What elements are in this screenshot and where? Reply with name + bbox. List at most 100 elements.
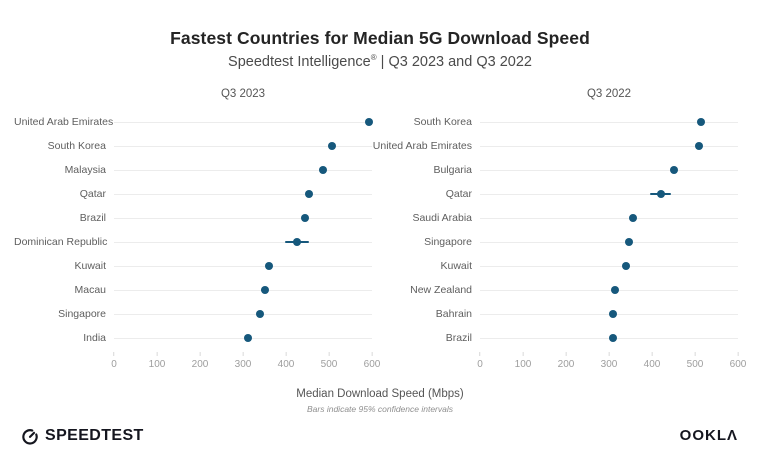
country-label: United Arab Emirates (372, 140, 472, 152)
gridline (114, 242, 372, 243)
axis-tick: 400 (643, 352, 661, 370)
axis-tick-label: 0 (477, 359, 483, 370)
axis-tick: 200 (558, 352, 574, 370)
axis-tick: 500 (320, 352, 338, 370)
axis-tick: 0 (477, 352, 483, 370)
axis-tick-mark (737, 352, 739, 356)
chart-row: Saudi Arabia (372, 206, 738, 230)
data-point (243, 334, 252, 342)
chart-title: Q3 2022 (586, 88, 632, 100)
chart-row: South Korea (14, 134, 372, 158)
country-label: United Arab Emirates (14, 116, 114, 128)
country-label: South Korea (413, 116, 472, 128)
axis-tick-label: 300 (600, 359, 618, 370)
chart-row: Kuwait (372, 254, 738, 278)
gridline (480, 122, 738, 123)
data-point (611, 286, 620, 294)
dot-track (480, 182, 738, 206)
gridline (114, 314, 372, 315)
dot-track (114, 158, 372, 182)
data-point (292, 238, 301, 246)
chart-title: Q3 2023 (220, 88, 266, 100)
axis-tick-label: 200 (191, 359, 209, 370)
gridline (480, 314, 738, 315)
ookla-wordmark: OOKLΛ (679, 427, 738, 444)
dot-track (114, 302, 372, 326)
subtitle-brand: Speedtest Intelligence (228, 53, 371, 70)
axis-tick: 200 (191, 352, 209, 370)
axis-tick-mark (565, 352, 567, 356)
gridline (114, 146, 372, 147)
data-point (628, 214, 637, 222)
ookla-logo: OOKLΛ (680, 427, 738, 445)
axis-tick: 300 (600, 352, 618, 370)
gridline (114, 170, 372, 171)
axis-tick-label: 600 (363, 359, 381, 370)
dot-track (114, 182, 372, 206)
data-point (697, 118, 706, 126)
chart-row: Macau (14, 278, 372, 302)
axis-tick: 0 (111, 352, 117, 370)
chart-row: Dominican Republic (14, 230, 372, 254)
gridline (114, 194, 372, 195)
country-label: India (83, 332, 106, 344)
data-point (318, 166, 327, 174)
axis-tick-label: 0 (111, 359, 117, 370)
axis-tick: 100 (148, 352, 166, 370)
chart-row: United Arab Emirates (372, 134, 738, 158)
chart-header: Fastest Countries for Median 5G Download… (0, 28, 760, 70)
axis-tick-label: 100 (148, 359, 166, 370)
chart-q3-2022: Q3 2022 South Korea United Arab Emirates B… (372, 86, 747, 374)
chart-row: Kuwait (14, 254, 372, 278)
dot-track (114, 278, 372, 302)
axis-tick-mark (522, 352, 524, 356)
dot-track (480, 254, 738, 278)
chart-rows: United Arab Emirates South Korea Malaysia Q… (14, 110, 373, 350)
country-label: Qatar (445, 188, 472, 200)
chart-q3-2023: Q3 2023 United Arab Emirates South Korea M… (14, 86, 380, 374)
gridline (114, 122, 372, 123)
chart-row: New Zealand (372, 278, 738, 302)
data-point (695, 142, 704, 150)
country-label: Brazil (79, 212, 106, 224)
country-label: Kuwait (74, 260, 106, 272)
country-label: Qatar (79, 188, 106, 200)
chart-row: Brazil (372, 326, 738, 350)
chart-row: Singapore (14, 302, 372, 326)
confidence-footnote: Bars indicate 95% confidence intervals (307, 404, 453, 414)
data-point (301, 214, 310, 222)
dot-track (114, 230, 372, 254)
dot-track (114, 110, 373, 134)
dot-track (480, 110, 738, 134)
gridline (480, 242, 738, 243)
chart-row: Brazil (14, 206, 372, 230)
axis-tick-mark (694, 352, 696, 356)
gridline (480, 218, 738, 219)
axis-tick-label: 400 (643, 359, 661, 370)
charts-container: Q3 2023 United Arab Emirates South Korea M… (14, 86, 747, 374)
dot-track (480, 278, 738, 302)
data-point (264, 262, 273, 270)
gridline (114, 290, 372, 291)
axis-tick-label: 500 (320, 359, 338, 370)
registered-mark: ® (370, 53, 377, 62)
axis-tick-mark (371, 352, 373, 356)
chart-row: India (14, 326, 372, 350)
dot-track (114, 134, 372, 158)
axis-tick-mark (608, 352, 610, 356)
axis-caption: Median Download Speed (Mbps) Bars indica… (0, 388, 760, 414)
dot-track (114, 326, 372, 350)
dot-track (480, 206, 738, 230)
axis-tick-label: 300 (234, 359, 252, 370)
chart-row: Singapore (372, 230, 738, 254)
dot-track (480, 230, 738, 254)
gridline (480, 170, 738, 171)
axis-tick-mark (328, 352, 330, 356)
gridline (114, 338, 372, 339)
axis-tick-mark (479, 352, 481, 356)
axis-tick-mark (113, 352, 115, 356)
axis-track: 0 100 200 300 400 500 600 (477, 350, 746, 374)
chart-row: South Korea (372, 110, 738, 134)
gridline (480, 146, 738, 147)
